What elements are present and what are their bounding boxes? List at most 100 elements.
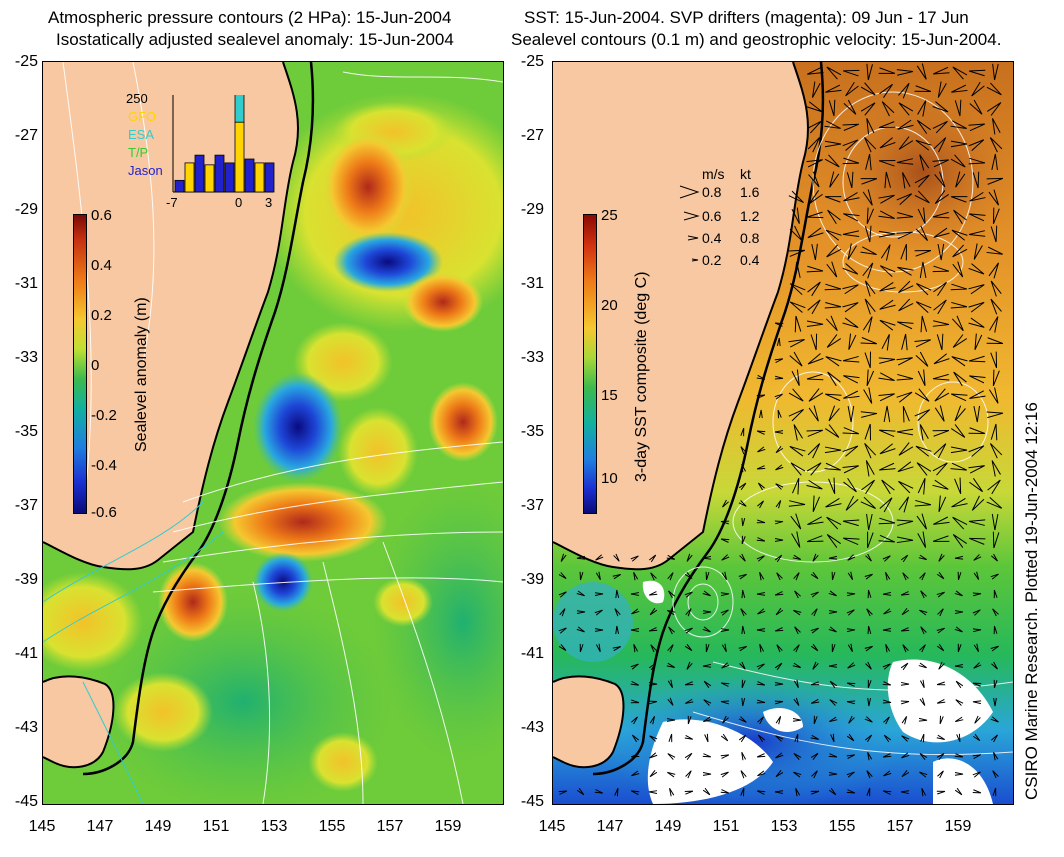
velocity-arrow <box>988 262 999 279</box>
velocity-arrow <box>968 465 985 474</box>
velocity-arrow <box>991 553 998 562</box>
velocity-arrow <box>774 520 784 525</box>
velocity-arrow <box>793 697 800 706</box>
velocity-arrow <box>878 230 896 238</box>
velocity-arrow <box>720 609 729 616</box>
velocity-arrow <box>842 302 859 313</box>
velocity-arrow <box>954 99 962 117</box>
velocity-arrow <box>896 519 914 527</box>
velocity-arrow <box>936 681 946 686</box>
velocity-arrow <box>918 554 927 561</box>
velocity-arrow <box>824 154 840 168</box>
velocity-arrow <box>916 63 927 80</box>
velocity-arrow <box>896 212 914 219</box>
velocity-arrow <box>879 83 893 98</box>
sst-colorbar-tick: 15 <box>601 387 618 404</box>
left-title-line1: Atmospheric pressure contours (2 HPa): 1… <box>48 8 452 27</box>
velocity-arrow <box>936 333 944 351</box>
velocity-arrow <box>829 699 838 706</box>
velocity-arrow <box>878 121 896 129</box>
lat-tick: -31 <box>520 275 544 292</box>
velocity-arrow <box>594 592 604 596</box>
velocity-arrow <box>848 715 855 724</box>
velocity-arrow <box>951 498 968 508</box>
speed-legend-ms: 0.8 <box>702 184 722 200</box>
velocity-arrow <box>829 171 840 188</box>
velocity-arrow <box>951 315 964 332</box>
velocity-arrow <box>915 225 928 241</box>
lon-tick: 151 <box>202 818 230 835</box>
velocity-arrow <box>740 427 745 437</box>
lat-tick: -29 <box>520 201 544 218</box>
velocity-arrow <box>630 790 640 795</box>
velocity-arrow <box>882 790 892 795</box>
velocity-arrow <box>973 554 982 561</box>
velocity-arrow <box>883 608 892 615</box>
velocity-arrow <box>992 63 999 81</box>
velocity-arrow <box>811 243 818 261</box>
velocity-arrow <box>806 429 824 437</box>
velocity-arrow <box>950 446 968 454</box>
velocity-arrow <box>879 462 896 471</box>
velocity-arrow <box>649 735 658 742</box>
velocity-arrow <box>741 679 746 689</box>
velocity-arrow <box>810 790 820 795</box>
velocity-arrow <box>950 301 968 309</box>
velocity-arrow <box>666 662 675 668</box>
sealevel-colorbar-tick: -0.6 <box>91 504 117 521</box>
lat-tick: -39 <box>520 571 544 588</box>
velocity-arrow <box>793 572 800 581</box>
velocity-arrow <box>882 753 892 758</box>
velocity-arrow <box>898 298 914 312</box>
velocity-arrow <box>756 663 765 670</box>
velocity-arrow <box>990 298 1002 315</box>
velocity-arrow <box>898 136 914 150</box>
velocity-arrow <box>992 207 1000 225</box>
velocity-arrow <box>648 682 658 686</box>
velocity-arrow <box>810 627 819 634</box>
lat-tick: -43 <box>520 719 544 736</box>
velocity-arrow <box>576 590 585 597</box>
velocity-arrow <box>614 608 621 617</box>
sst-colorbar <box>583 214 597 514</box>
velocity-arrow <box>759 572 765 581</box>
velocity-arrow <box>842 157 860 165</box>
velocity-arrow <box>721 662 730 669</box>
velocity-arrow <box>807 66 824 75</box>
velocity-arrow <box>614 787 619 797</box>
velocity-arrow <box>828 610 838 614</box>
inset-bars <box>172 95 275 193</box>
velocity-arrow <box>667 572 674 581</box>
velocity-arrow <box>631 716 638 725</box>
velocity-arrow <box>989 316 999 333</box>
sst-colorbar-tick: 10 <box>601 470 618 487</box>
velocity-arrow <box>885 643 891 653</box>
velocity-arrow <box>738 500 747 507</box>
velocity-arrow <box>952 261 964 278</box>
velocity-arrow <box>885 572 891 581</box>
velocity-arrow <box>756 465 766 470</box>
velocity-arrow <box>775 716 782 725</box>
velocity-arrow <box>920 733 925 743</box>
velocity-arrow <box>989 443 1003 459</box>
velocity-arrow <box>558 627 567 634</box>
velocity-arrow <box>576 555 586 560</box>
velocity-arrow <box>740 770 747 779</box>
right-panel-frame <box>552 61 1014 805</box>
velocity-arrow <box>828 99 836 117</box>
velocity-arrow <box>808 388 824 402</box>
velocity-arrow <box>953 371 967 387</box>
velocity-arrow <box>957 643 962 653</box>
velocity-arrow <box>972 789 982 794</box>
velocity-arrow <box>915 351 929 367</box>
sealevel-colorbar-tick: 0.2 <box>91 307 112 324</box>
velocity-arrow <box>667 609 676 616</box>
velocity-arrow <box>934 405 945 422</box>
velocity-arrow <box>860 246 877 256</box>
velocity-arrow <box>934 388 950 402</box>
velocity-arrow <box>896 391 913 403</box>
velocity-arrow <box>986 177 1004 185</box>
velocity-arrow <box>933 281 947 296</box>
velocity-arrow <box>810 591 819 598</box>
velocity-arrow <box>968 157 986 165</box>
